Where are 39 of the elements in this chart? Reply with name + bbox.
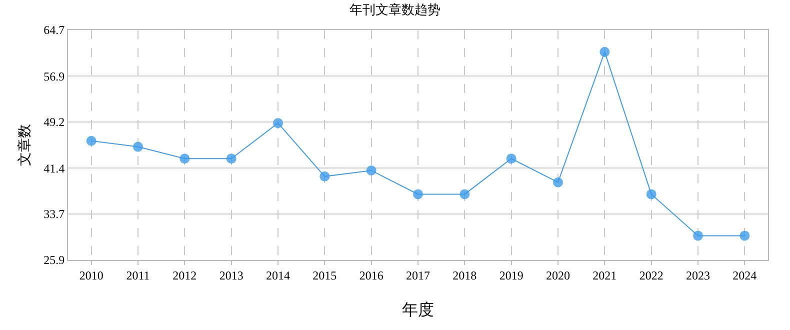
y-axis-title: 文章数 [17, 124, 34, 166]
x-tick-label: 2020 [546, 268, 570, 282]
x-tick-label: 2022 [639, 268, 664, 282]
point [413, 189, 423, 200]
point [133, 142, 143, 152]
x-tick-label: 2021 [592, 268, 617, 282]
point [366, 165, 376, 176]
point [740, 230, 750, 241]
point [506, 154, 516, 164]
y-tick-label: 49.2 [44, 115, 65, 130]
chart-title: 年刊文章数趋势 [350, 2, 440, 18]
point [693, 230, 703, 241]
y-tick-label: 25.9 [44, 253, 65, 268]
point [460, 189, 470, 200]
y-tick-label: 56.9 [44, 69, 65, 84]
x-tick-label: 2012 [172, 268, 197, 282]
x-axis-title: 年度 [402, 301, 434, 320]
point [646, 189, 656, 200]
point [273, 118, 283, 128]
x-tick-label: 2023 [686, 268, 710, 282]
point [600, 46, 610, 57]
point [86, 136, 96, 146]
x-tick-label: 2018 [452, 268, 477, 282]
x-tick-label: 2017 [406, 268, 430, 282]
x-tick-label: 2010 [79, 268, 104, 282]
x-tick-label: 2011 [126, 268, 150, 282]
x-tick-label: 2024 [732, 268, 757, 282]
x-tick-label: 2016 [359, 268, 384, 282]
x-tick-label: 2015 [312, 268, 337, 282]
x-tick-label: 2019 [499, 268, 524, 282]
point [553, 177, 563, 188]
y-tick-label: 64.7 [44, 23, 65, 38]
y-tick-label: 41.4 [44, 161, 65, 176]
y-tick-label: 33.7 [44, 206, 65, 221]
x-tick-label: 2013 [219, 268, 244, 282]
point [180, 154, 190, 164]
point [226, 154, 236, 164]
x-tick-label: 2014 [266, 268, 290, 282]
point [320, 171, 330, 182]
